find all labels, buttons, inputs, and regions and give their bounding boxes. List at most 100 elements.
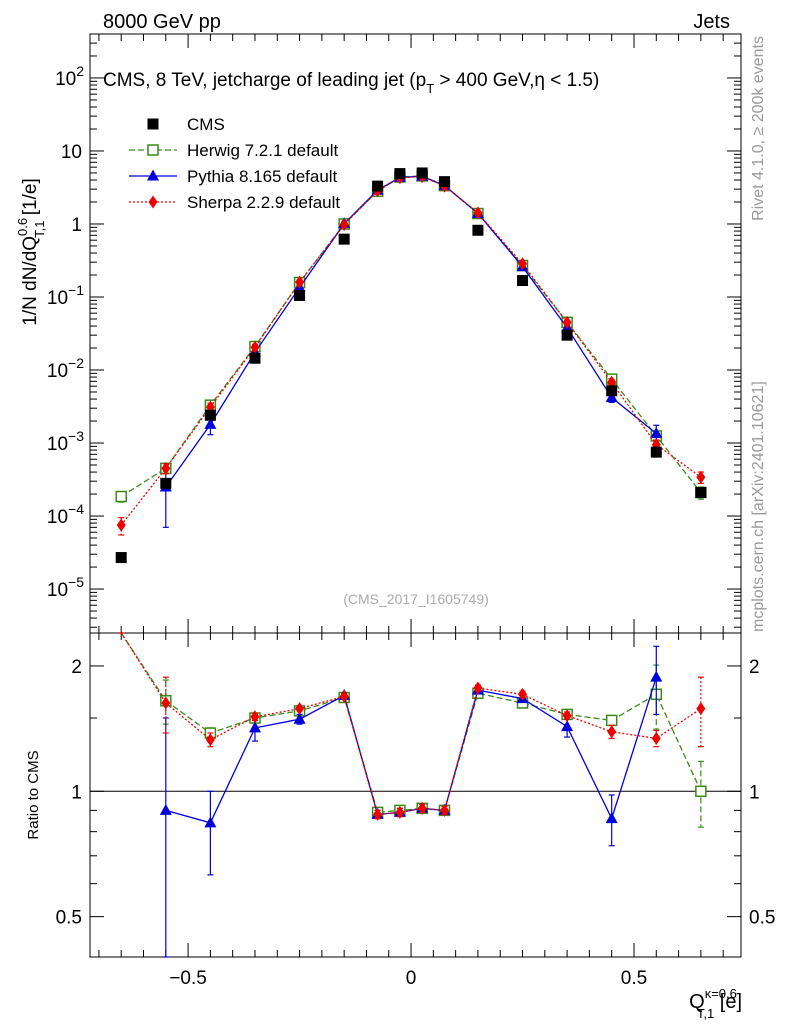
main-line-herwig	[120, 175, 702, 498]
legend: CMS Herwig 7.2.1 default Pythia 8.165 defa…	[129, 115, 340, 212]
ratio-axis-ticks: −0.5 0 0.5 0.5 0.5 1 1 2 2	[56, 657, 776, 989]
ratio-point-sherpa	[439, 803, 449, 817]
main-y-tick-label: 1	[71, 215, 82, 236]
ratio-point-sherpa	[395, 805, 405, 819]
main-y-tick-label: 10−4	[47, 501, 84, 528]
main-line-pythia	[165, 175, 657, 488]
ratio-y-tick-label-left: 1	[71, 782, 82, 803]
header-left: 8000 GeV pp	[103, 11, 221, 33]
ratio-point-pythia	[293, 712, 306, 724]
ratio-y-tick-label-right: 2	[749, 657, 760, 678]
main-point-cms	[416, 167, 428, 179]
legend-marker-pythia	[147, 169, 159, 181]
rivet-version-label: Rivet 4.1.0, ≥ 200k events	[750, 36, 767, 221]
legend-label-cms: CMS	[187, 115, 225, 134]
ratio-y-tick-label-right: 0.5	[749, 908, 775, 929]
main-point-pythia	[650, 427, 663, 439]
main-point-cms	[372, 180, 384, 192]
ratio-point-sherpa	[518, 687, 528, 701]
legend-marker-cms	[147, 118, 159, 130]
main-point-cms	[695, 487, 707, 499]
main-title: CMS, 8 TeV, jetcharge of leading jet (pT…	[103, 70, 599, 96]
ratio-line-pythia	[165, 677, 657, 824]
main-point-cms	[294, 289, 306, 301]
main-ylabel: 1/N dN/dQ0.6 T,1 [1/e]	[15, 178, 47, 325]
legend-label-herwig: Herwig 7.2.1 default	[187, 141, 338, 160]
ratio-point-sherpa	[607, 725, 617, 739]
ratio-y-tick-label-right: 1	[749, 782, 760, 803]
main-point-cms	[650, 446, 662, 458]
ratio-series-layer	[118, 632, 707, 958]
main-point-sherpa	[161, 461, 171, 475]
ratio-point-sherpa	[373, 807, 383, 821]
x-axis-label: Qκ=0.6 T,1 [e]	[689, 986, 742, 1021]
x-tick-label: 0	[406, 968, 417, 989]
ratio-point-sherpa	[250, 710, 260, 724]
main-y-tick-label: 10−1	[47, 282, 84, 309]
mcplots-label: mcplots.cern.ch [arXiv:2401.10621]	[750, 381, 767, 632]
ratio-point-herwig	[605, 714, 618, 727]
header-right: Jets	[693, 11, 730, 33]
ratio-ylabel: Ratio to CMS	[25, 750, 42, 839]
main-y-tick-label: 10−3	[47, 428, 84, 455]
ratio-point-sherpa	[417, 801, 427, 815]
main-series-pythia	[159, 169, 663, 528]
legend-label-pythia: Pythia 8.165 default	[187, 167, 338, 186]
legend-marker-herwig	[147, 144, 159, 156]
main-series-sherpa	[116, 170, 706, 536]
ratio-point-sherpa	[473, 681, 483, 695]
ratio-point-pythia	[650, 670, 663, 682]
legend-entry-cms: CMS	[147, 115, 225, 134]
main-point-cms	[160, 477, 172, 489]
main-point-sherpa	[116, 518, 126, 532]
main-point-sherpa	[562, 315, 572, 329]
ratio-y-tick-label-left: 2	[71, 657, 82, 678]
ratio-point-pythia	[204, 816, 217, 828]
main-series-layer	[115, 167, 707, 564]
main-point-cms	[204, 409, 216, 421]
main-point-cms	[606, 385, 618, 397]
legend-entry-sherpa: Sherpa 2.2.9 default	[129, 193, 340, 212]
analysis-watermark: (CMS_2017_I1605749)	[343, 591, 489, 607]
main-point-cms	[338, 233, 350, 245]
main-point-cms	[394, 168, 406, 180]
main-point-sherpa	[696, 470, 706, 484]
main-point-pythia	[204, 417, 217, 429]
main-y-tick-label: 10−5	[47, 574, 84, 601]
main-point-herwig	[115, 490, 127, 503]
main-axis-ticks: 10−5 10−4 10−3 10−2 10−1 1 10 102	[47, 33, 741, 957]
main-point-cms	[249, 352, 261, 364]
ratio-point-pythia	[159, 803, 172, 815]
main-point-cms	[561, 329, 573, 341]
legend-entry-pythia: Pythia 8.165 default	[129, 167, 338, 186]
ratio-point-sherpa	[205, 733, 215, 747]
ratio-point-sherpa	[562, 709, 572, 723]
main-point-sherpa	[518, 257, 528, 271]
main-point-cms	[472, 224, 484, 236]
legend-marker-sherpa	[148, 195, 158, 209]
ratio-line-sherpa	[120, 632, 702, 816]
main-y-tick-label: 102	[55, 63, 84, 90]
ratio-y-tick-label-left: 0.5	[56, 908, 82, 929]
main-point-cms	[115, 552, 127, 564]
ratio-point-sherpa	[651, 731, 661, 745]
x-tick-label: 0.5	[621, 968, 647, 989]
main-line-sherpa	[120, 175, 702, 526]
ratio-panel-frame	[89, 632, 742, 958]
ratio-point-herwig	[695, 785, 707, 798]
main-y-tick-label: 10	[61, 142, 82, 163]
ratio-point-sherpa	[161, 696, 171, 710]
ratio-series-sherpa	[118, 632, 706, 821]
main-point-sherpa	[250, 340, 260, 354]
ratio-point-sherpa	[339, 689, 349, 703]
legend-label-sherpa: Sherpa 2.2.9 default	[187, 193, 340, 212]
main-point-sherpa	[295, 275, 305, 289]
main-point-pythia	[605, 391, 618, 403]
ratio-point-sherpa	[295, 702, 305, 716]
main-y-tick-label: 10−2	[47, 355, 84, 382]
main-point-cms	[438, 176, 450, 188]
ratio-point-pythia	[248, 721, 261, 733]
main-series-cms	[115, 167, 707, 564]
ratio-point-pythia	[605, 812, 618, 824]
